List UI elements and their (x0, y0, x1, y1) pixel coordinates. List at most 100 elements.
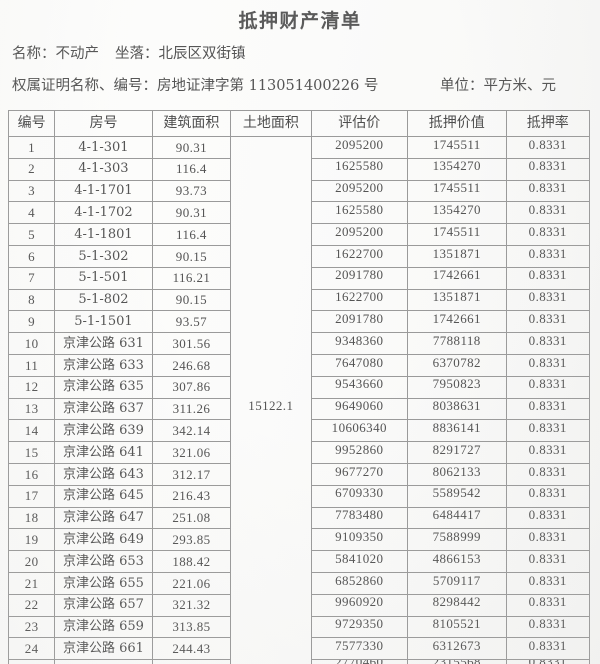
cell-no: 3 (7, 179, 56, 203)
cell-rate: 0.8331 (505, 201, 591, 225)
cell-room: 4-1-303 (54, 157, 153, 181)
cell-no: 15 (7, 441, 56, 464)
cell-mortgage-value: 4866153 (407, 550, 507, 573)
cell-building-area: 90.15 (151, 244, 232, 268)
meta-name-value: 不动产 (55, 46, 100, 62)
cell-room: 京津公路 633 (54, 353, 153, 377)
meta-unit: 单位：平方米、元 (440, 74, 556, 95)
cell-building-area: 116.4 (151, 157, 232, 181)
mortgaged-property-table: 编号 房号 建筑面积 土地面积 评估价 抵押价值 抵押率 1 4-1-301 90.… (7, 110, 591, 664)
cell-eval-price: 5841020 (310, 550, 409, 573)
cell-room: 京津公路 641 (54, 441, 153, 464)
cell-eval-price: 9348360 (310, 332, 409, 355)
cell-mortgage-value: 1351871 (407, 244, 507, 268)
cell-room: 京津公路 631 (54, 332, 153, 355)
cell-room: 京津公路 637 (54, 397, 153, 421)
cell-building-area: 311.26 (151, 397, 232, 421)
cell-room: 京津公路 643 (54, 462, 153, 486)
cell-building-area: 93.57 (151, 310, 232, 334)
table-row: 277046023155680.8331 (7, 659, 591, 664)
cell-eval-price: 2095200 (310, 179, 409, 203)
table-row: 13 京津公路 637 311.26 9649060 8038631 0.8331 (7, 397, 591, 421)
cell-room (54, 659, 153, 664)
cell-room: 京津公路 639 (54, 419, 153, 443)
cell-room: 5-1-501 (54, 266, 153, 290)
column-header-mortgage-value: 抵押价值 (407, 110, 507, 137)
cell-rate: 0.8331 (505, 484, 591, 508)
column-header-no: 编号 (7, 110, 56, 137)
cell-no: 9 (7, 310, 56, 334)
cell-mortgage-value: 8291727 (407, 441, 507, 464)
meta-certificate: 权属证明名称、编号：房地证津字第 113051400226 号 (12, 74, 378, 95)
table-row: 8 5-1-802 90.15 1622700 1351871 0.8331 (7, 288, 591, 312)
cell-rate: 0.8331 (505, 375, 591, 399)
cell-rate: 0.8331 (505, 353, 591, 377)
cell-mortgage-value: 1742661 (407, 310, 507, 334)
cell-rate: 0.8331 (505, 637, 591, 661)
cell-building-area: 216.43 (151, 484, 232, 508)
cell-rate: 0.8331 (505, 571, 591, 595)
cell-no: 13 (7, 397, 56, 421)
cell-eval-price: 10606340 (310, 419, 409, 443)
cell-no: 22 (7, 593, 56, 617)
cell-eval-price: 1622700 (310, 288, 409, 312)
cell-no: 8 (7, 288, 56, 312)
cell-room: 京津公路 657 (54, 593, 153, 617)
table-row: 6 5-1-302 90.15 1622700 1351871 0.8331 (7, 244, 591, 268)
cell-no: 10 (7, 332, 56, 355)
cell-eval-price: 2770460 (310, 659, 409, 664)
cell-rate: 0.8331 (505, 332, 591, 355)
cell-room: 京津公路 647 (54, 506, 153, 530)
cell-no: 6 (7, 244, 56, 268)
cell-mortgage-value: 1742661 (407, 266, 507, 290)
cell-mortgage-value: 7788118 (407, 332, 507, 355)
cell-rate: 0.8331 (505, 223, 591, 246)
table-row: 24 京津公路 661 244.43 7577330 6312673 0.8331 (7, 637, 591, 661)
cell-eval-price: 2091780 (310, 266, 409, 290)
table-row: 10 京津公路 631 301.56 9348360 7788118 0.8331 (7, 332, 591, 355)
cell-no: 1 (7, 136, 56, 159)
cell-room: 京津公路 655 (54, 571, 153, 595)
cell-mortgage-value: 1354270 (407, 201, 507, 225)
cell-rate: 0.8331 (505, 419, 591, 443)
cell-land-area-merged: 15122.1 (230, 136, 312, 664)
column-header-building-area: 建筑面积 (151, 110, 232, 137)
cell-rate: 0.8331 (505, 179, 591, 203)
meta-name-location: 名称：不动产 坐落：北辰区双街镇 (12, 42, 246, 63)
cell-room: 5-1-1501 (54, 310, 153, 334)
cell-room: 京津公路 635 (54, 375, 153, 399)
table-row: 4 4-1-1702 90.31 1625580 1354270 0.8331 (7, 201, 591, 225)
cell-rate: 0.8331 (505, 441, 591, 464)
cell-eval-price: 2091780 (310, 310, 409, 334)
table-row: 18 京津公路 647 251.08 7783480 6484417 0.8331 (7, 506, 591, 530)
cell-mortgage-value: 7950823 (407, 375, 507, 399)
cell-building-area: 93.73 (151, 179, 232, 203)
cell-mortgage-value: 1354270 (407, 157, 507, 181)
table-row: 1 4-1-301 90.31 15122.1 2095200 1745511 0.8331 (7, 136, 591, 664)
cell-eval-price: 1625580 (310, 201, 409, 225)
cell-building-area: 313.85 (151, 615, 232, 639)
cell-building-area: 301.56 (151, 332, 232, 355)
cell-building-area: 321.06 (151, 441, 232, 464)
cell-building-area: 251.08 (151, 506, 232, 530)
cell-mortgage-value: 8105521 (407, 615, 507, 639)
cell-room: 京津公路 659 (54, 615, 153, 639)
cell-eval-price: 1625580 (310, 157, 409, 181)
table-header-row: 编号 房号 建筑面积 土地面积 评估价 抵押价值 抵押率 (7, 110, 591, 137)
cell-eval-price: 7783480 (310, 506, 409, 530)
cell-mortgage-value: 1745511 (407, 223, 507, 246)
cell-no: 4 (7, 201, 56, 225)
cell-building-area: 321.32 (151, 593, 232, 617)
cell-room: 京津公路 645 (54, 484, 153, 508)
cell-building-area: 246.68 (151, 353, 232, 377)
cell-eval-price: 9729350 (310, 615, 409, 639)
cell-building-area: 342.14 (151, 419, 232, 443)
cell-mortgage-value: 6370782 (407, 353, 507, 377)
cell-mortgage-value: 8836141 (407, 419, 507, 443)
table-row: 17 京津公路 645 216.43 6709330 5589542 0.8331 (7, 484, 591, 508)
meta-cert-value: 房地证津字第 113051400226 号 (157, 78, 379, 94)
meta-location-label: 坐落： (115, 46, 159, 62)
cell-rate: 0.8331 (505, 593, 591, 617)
cell-eval-price: 7577330 (310, 637, 409, 661)
cell-room: 京津公路 653 (54, 550, 153, 573)
